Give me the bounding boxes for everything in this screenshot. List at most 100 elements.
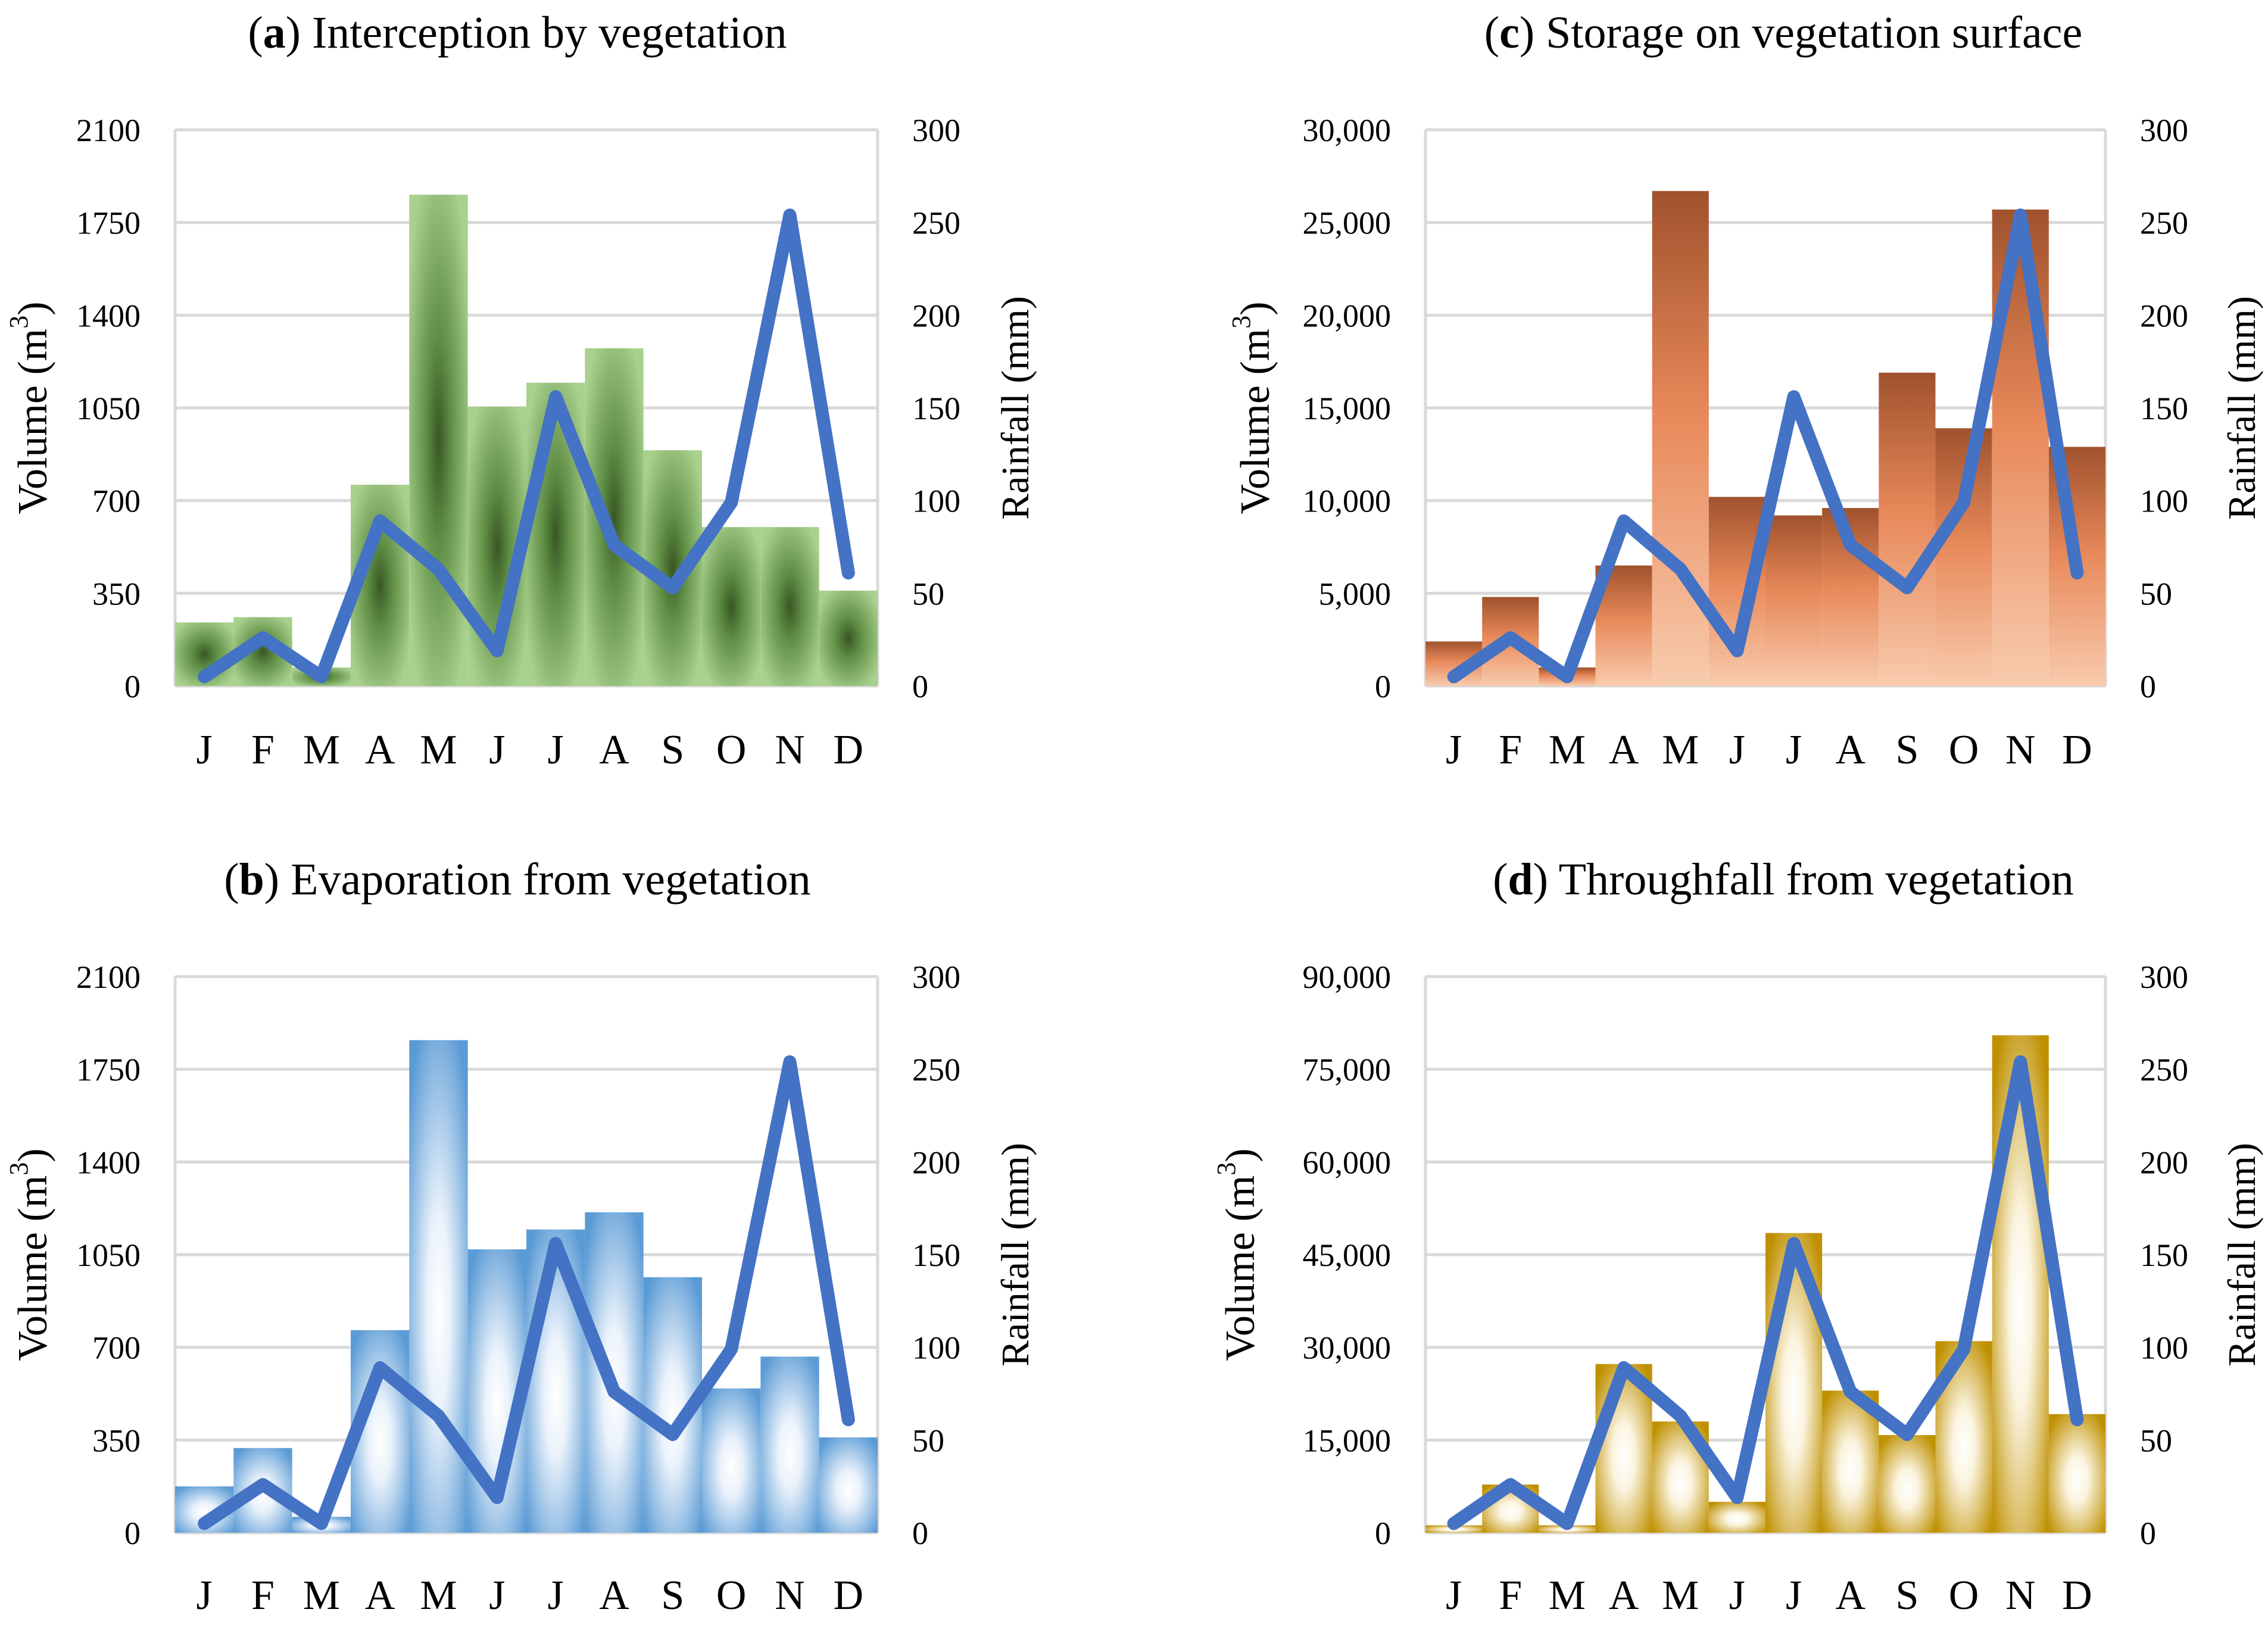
y2-tick-label: 100 xyxy=(912,484,960,519)
x-tick-label: M xyxy=(420,727,457,773)
x-tick-label: N xyxy=(2005,727,2036,773)
y-tick-label: 2100 xyxy=(76,959,141,995)
chart-panel-a: (a) Interception by vegetation0350700105… xyxy=(4,8,1037,773)
x-tick-label: M xyxy=(1549,1573,1586,1618)
y-tick-label: 0 xyxy=(124,669,141,704)
x-tick-label: D xyxy=(2062,727,2092,773)
bar-j-6 xyxy=(526,1229,585,1533)
y2-tick-label: 0 xyxy=(2140,669,2156,704)
chart-title-letter: b xyxy=(239,855,264,905)
y-tick-label: 75,000 xyxy=(1303,1052,1392,1088)
x-tick-label: N xyxy=(2005,1573,2036,1618)
x-tick-label: M xyxy=(1662,1573,1699,1618)
bar-m-4 xyxy=(409,194,468,686)
rainfall-line xyxy=(198,1055,855,1530)
x-tick-label: M xyxy=(1662,727,1699,773)
x-tick-label: J xyxy=(489,1573,505,1618)
x-tick-label: D xyxy=(834,1573,864,1618)
bar-o-9 xyxy=(702,527,761,686)
chart-title-paren-open: ( xyxy=(1493,855,1508,905)
x-tick-label: J xyxy=(1729,1573,1745,1618)
y-axis-label: Volume (m3) xyxy=(4,301,56,514)
chart-title-letter: a xyxy=(263,8,286,58)
chart-title-text: Storage on vegetation surface xyxy=(1546,8,2082,58)
x-tick-label: O xyxy=(1949,1573,1979,1618)
y-tick-label: 1750 xyxy=(76,1052,141,1088)
x-tick-label: J xyxy=(548,1573,564,1618)
x-tick-label: J xyxy=(1729,727,1745,773)
bar-o-9 xyxy=(1935,428,1992,686)
bar-m-4 xyxy=(1652,191,1709,686)
y2-tick-label: 150 xyxy=(912,1237,960,1273)
chart-title-paren-close: ) xyxy=(1533,855,1559,905)
chart-title-paren-close: ) xyxy=(1520,8,1546,58)
bar-n-10 xyxy=(760,1356,819,1533)
rainfall-line xyxy=(1447,1055,2084,1530)
bar-n-10 xyxy=(760,527,819,686)
x-tick-label: S xyxy=(1895,1573,1918,1618)
x-tick-label: A xyxy=(365,727,395,773)
y-tick-label: 10,000 xyxy=(1303,484,1392,519)
chart-panel-d: (d) Throughfall from vegetation015,00030… xyxy=(1212,855,2264,1618)
chart-title-paren-close: ) xyxy=(286,8,312,58)
chart-title-paren-close: ) xyxy=(264,855,291,905)
y2-tick-label: 150 xyxy=(2140,1237,2188,1273)
x-tick-label: N xyxy=(775,1573,805,1618)
y-tick-label: 15,000 xyxy=(1303,1423,1392,1458)
y-tick-label: 1400 xyxy=(76,1144,141,1180)
y-tick-label: 350 xyxy=(92,1423,141,1458)
x-tick-label: J xyxy=(1786,727,1802,773)
chart-title-letter: c xyxy=(1499,8,1520,58)
x-tick-label: J xyxy=(196,727,213,773)
y2-tick-label: 50 xyxy=(2140,1423,2172,1458)
y2-tick-label: 250 xyxy=(2140,205,2188,241)
y-tick-label: 700 xyxy=(92,484,141,519)
y-tick-label: 1750 xyxy=(76,205,141,241)
y2-tick-label: 100 xyxy=(2140,484,2188,519)
x-tick-label: J xyxy=(1446,1573,1462,1618)
x-tick-label: S xyxy=(1895,727,1918,773)
y2-tick-label: 300 xyxy=(2140,959,2188,995)
chart-title-text: Evaporation from vegetation xyxy=(291,855,811,905)
bar-a-7 xyxy=(585,1212,644,1533)
x-tick-label: J xyxy=(1786,1573,1802,1618)
x-tick-label: A xyxy=(1609,1573,1639,1618)
y2-axis-label: Rainfall (mm) xyxy=(2220,296,2264,520)
x-tick-label: S xyxy=(661,1573,684,1618)
bar-n-10 xyxy=(1992,1035,2049,1533)
x-tick-label: J xyxy=(489,727,505,773)
rainfall-line xyxy=(198,208,855,684)
y-axis-label-sup: 3 xyxy=(4,316,33,329)
x-tick-label: N xyxy=(775,727,805,773)
y2-tick-label: 0 xyxy=(912,1515,928,1551)
bar-j-5 xyxy=(1708,1502,1765,1533)
x-tick-label: J xyxy=(196,1573,213,1618)
y-axis-label-sup: 3 xyxy=(1227,316,1256,329)
y2-tick-label: 250 xyxy=(912,1052,960,1088)
y-tick-label: 0 xyxy=(1375,669,1391,704)
bar-o-9 xyxy=(702,1388,761,1533)
y2-axis-label: Rainfall (mm) xyxy=(2220,1143,2264,1367)
y-axis-label-text: Volume (m xyxy=(1233,329,1278,514)
y2-tick-label: 0 xyxy=(912,669,928,704)
y-axis-label-sup: 3 xyxy=(4,1162,33,1175)
y-axis-label-text: Volume (m xyxy=(10,1175,56,1361)
y-tick-label: 30,000 xyxy=(1303,113,1392,148)
chart-title-paren-open: ( xyxy=(248,8,263,58)
y2-tick-label: 250 xyxy=(2140,1052,2188,1088)
bar-d-11 xyxy=(2048,1414,2105,1533)
x-tick-label: A xyxy=(599,727,629,773)
bar-j-6 xyxy=(526,382,585,686)
y2-tick-label: 250 xyxy=(912,205,960,241)
chart-title: (a) Interception by vegetation xyxy=(248,8,787,58)
x-tick-label: O xyxy=(716,1573,747,1618)
y2-tick-label: 300 xyxy=(912,959,960,995)
bar-n-10 xyxy=(1992,209,2049,687)
x-tick-label: M xyxy=(1549,727,1586,773)
y-tick-label: 1400 xyxy=(76,298,141,333)
y-tick-label: 2100 xyxy=(76,113,141,148)
y-tick-label: 1050 xyxy=(76,391,141,426)
chart-title-text: Throughfall from vegetation xyxy=(1559,855,2074,905)
bar-s-8 xyxy=(1879,372,1936,686)
rainfall-line xyxy=(1447,208,2084,684)
